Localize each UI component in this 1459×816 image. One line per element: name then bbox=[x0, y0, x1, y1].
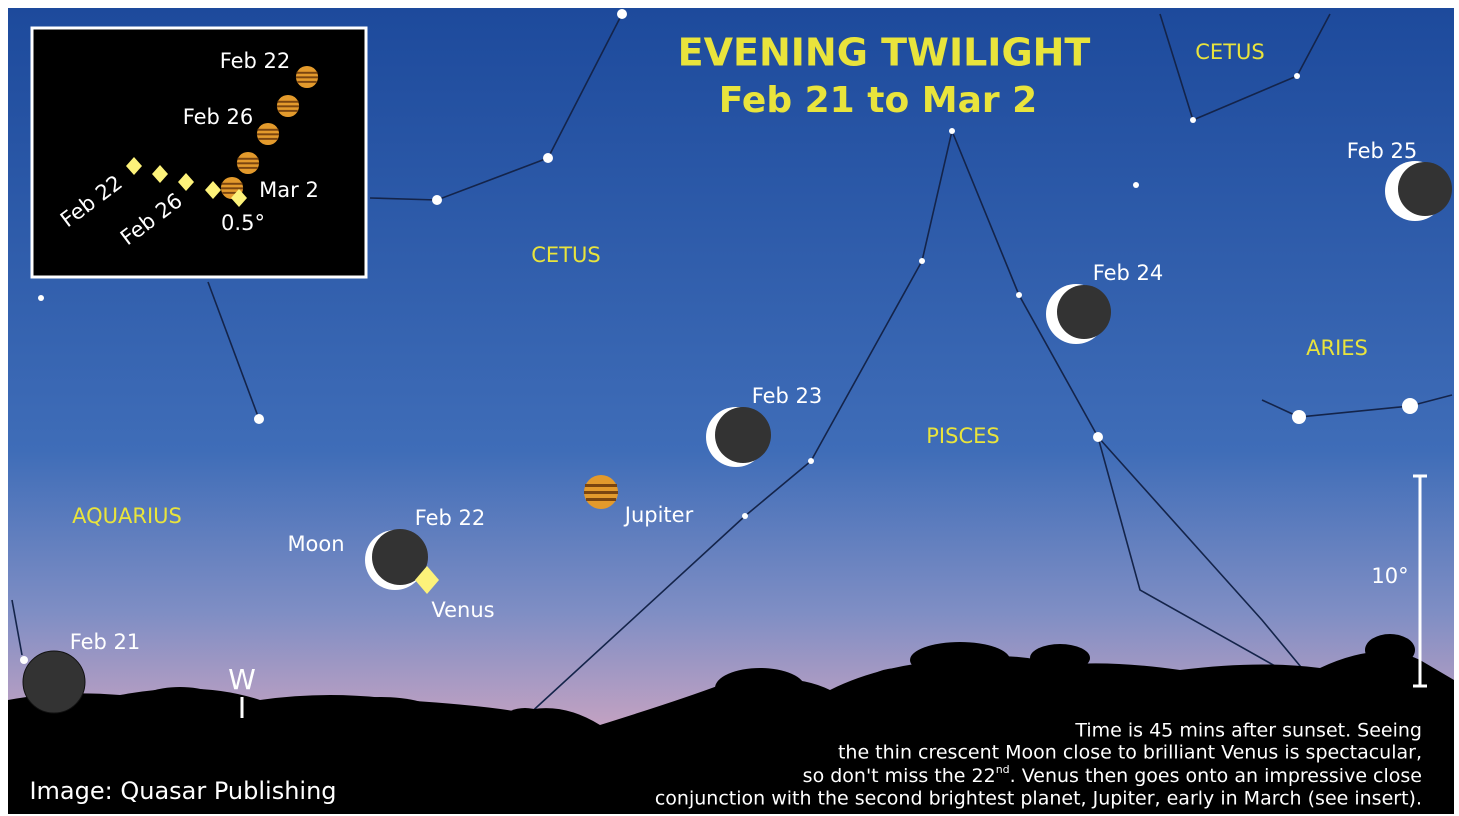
moon-date: Feb 23 bbox=[752, 384, 823, 408]
moon-date: Feb 22 bbox=[415, 506, 486, 530]
inset-label: Mar 2 bbox=[259, 178, 319, 202]
caption-line: Time is 45 mins after sunset. Seeing bbox=[1074, 720, 1422, 742]
object-label: Jupiter bbox=[623, 503, 694, 527]
scale-label: 10° bbox=[1371, 564, 1408, 588]
moon-date: Feb 25 bbox=[1347, 139, 1418, 163]
credit: Image: Quasar Publishing bbox=[29, 777, 336, 805]
subtitle: Feb 21 to Mar 2 bbox=[719, 80, 1037, 121]
inset-box bbox=[32, 28, 366, 277]
moon-date: Feb 21 bbox=[70, 630, 141, 654]
inset-label: Feb 22 bbox=[220, 49, 291, 73]
object-label: Venus bbox=[431, 598, 494, 622]
constellation-label: CETUS bbox=[531, 243, 600, 267]
caption-line: the thin crescent Moon close to brillian… bbox=[838, 742, 1422, 764]
constellation-label: CETUS bbox=[1195, 40, 1264, 64]
constellation-label: ARIES bbox=[1306, 336, 1368, 360]
object-label: Moon bbox=[287, 532, 344, 556]
inset-label: Feb 26 bbox=[183, 105, 254, 129]
page: Feb 22 Feb 26 Mar 2 Feb 22 Feb 26 0.5° E… bbox=[0, 0, 1459, 816]
sky-chart: Feb 22 Feb 26 Mar 2 Feb 22 Feb 26 0.5° E… bbox=[0, 0, 1459, 816]
jupiter bbox=[584, 475, 618, 509]
caption-line: conjunction with the second brightest pl… bbox=[655, 788, 1422, 810]
caption-superscript: nd bbox=[996, 763, 1010, 776]
direction: W bbox=[228, 663, 256, 696]
constellation-label: AQUARIUS bbox=[72, 504, 182, 528]
title: EVENING TWILIGHT bbox=[678, 31, 1091, 75]
moon-date: Feb 24 bbox=[1093, 261, 1164, 285]
caption-part: . Venus then goes onto an impressive clo… bbox=[1010, 765, 1422, 787]
inset-scale: 0.5° bbox=[221, 211, 265, 235]
caption-part: so don't miss the 22 bbox=[803, 765, 996, 787]
constellation-label: PISCES bbox=[926, 424, 999, 448]
caption-line: so don't miss the 22nd. Venus then goes … bbox=[803, 763, 1422, 787]
